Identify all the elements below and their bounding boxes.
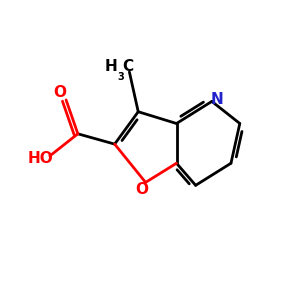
Text: O: O: [135, 182, 148, 197]
Text: H: H: [105, 59, 118, 74]
Text: N: N: [211, 92, 224, 107]
Text: 3: 3: [118, 72, 124, 82]
Text: HO: HO: [28, 151, 53, 166]
Text: O: O: [54, 85, 67, 100]
Text: C: C: [122, 59, 134, 74]
